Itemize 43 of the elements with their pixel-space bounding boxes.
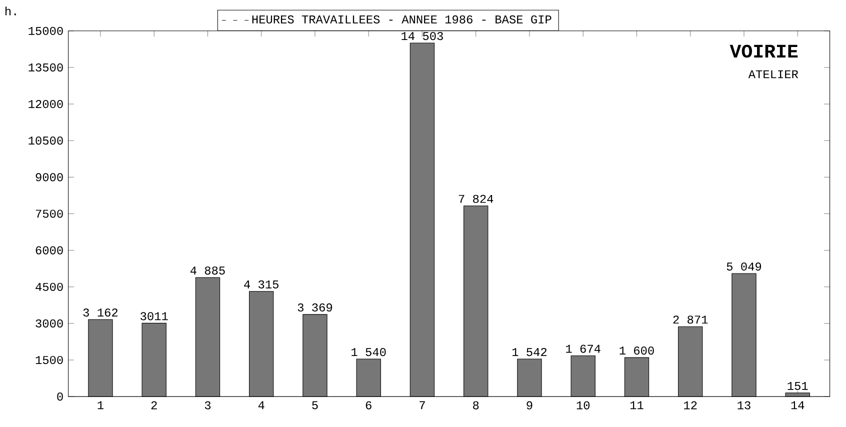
x-tick-label: 7 (420, 401, 425, 410)
text: 4 885 (190, 266, 225, 275)
y-axis-title: h. (6, 6, 16, 16)
text: 1 674 (566, 344, 600, 353)
y-tick-label: 15000 (28, 26, 63, 36)
x-tick-label: 2 (151, 401, 157, 410)
text: 3 162 (83, 308, 118, 317)
y-tick-label: 13500 (28, 64, 63, 72)
text: 3011 (140, 312, 168, 320)
x-tick-label: 11 (630, 401, 644, 410)
text: 7 824 (458, 194, 494, 204)
y-tick-label: 6000 (36, 246, 63, 254)
x-tick-label: 3 (204, 401, 211, 410)
text: 14 503 (402, 32, 443, 40)
legend-label: HEURES TRAVAILLEES - ANNEE 1986 - BASE GIP (252, 16, 552, 24)
y-tick-label: 1500 (36, 356, 63, 364)
y-tick-label: 10500 (28, 136, 63, 145)
annotation: VOIRIE (730, 44, 798, 58)
text: 3 369 (298, 304, 332, 312)
text: 2 871 (673, 316, 708, 324)
y-tick-label: 12000 (28, 100, 63, 108)
x-tick-label: 1 (98, 401, 104, 410)
x-tick-label: 13 (738, 401, 750, 410)
y-tick-label: 0 (57, 392, 63, 401)
y-tick-label: 4500 (36, 282, 63, 292)
text: 1 542 (512, 348, 547, 356)
x-tick-label: 9 (526, 401, 532, 410)
text: 5 049 (726, 262, 762, 271)
x-tick-label: 4 (258, 401, 264, 410)
x-tick-label: 10 (576, 401, 590, 410)
y-tick-label: 7500 (36, 210, 63, 218)
x-tick-label: 8 (473, 401, 479, 410)
text: 4 315 (244, 280, 278, 289)
annotation: ATELIER (748, 70, 798, 78)
x-tick-label: 6 (366, 401, 372, 410)
text: 1 600 (620, 346, 654, 355)
x-tick-label: 5 (312, 401, 318, 410)
y-tick-label: 9000 (36, 173, 63, 182)
x-tick-label: 14 (791, 401, 804, 410)
x-tick-label: 12 (684, 401, 697, 410)
text: 151 (788, 382, 808, 390)
y-tick-label: 3000 (36, 320, 63, 328)
text: 1 540 (352, 348, 386, 356)
